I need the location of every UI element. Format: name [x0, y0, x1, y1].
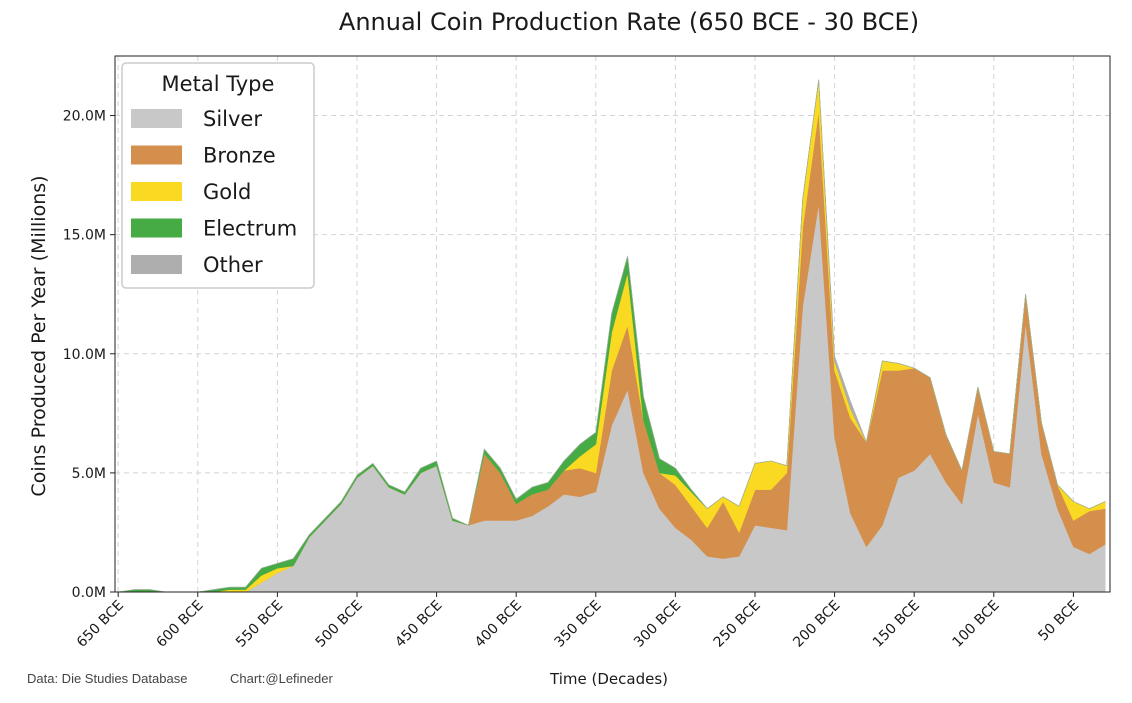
legend-swatch-gold	[131, 182, 182, 201]
data-source-note: Data: Die Studies Database	[27, 671, 188, 686]
legend-title: Metal Type	[162, 72, 275, 96]
legend-items: Silver Bronze Gold Electrum Other	[131, 107, 297, 277]
y-tick-label: 10.0M	[63, 347, 106, 363]
y-tick-label: 15.0M	[63, 228, 106, 244]
legend-swatch-silver	[131, 109, 182, 128]
legend-label-gold: Gold	[203, 180, 251, 204]
chart-credit: Chart:@Lefineder	[230, 671, 333, 686]
legend-swatch-bronze	[131, 145, 182, 165]
legend-label-electrum: Electrum	[203, 217, 297, 241]
legend-swatch-electrum	[131, 218, 182, 238]
y-tick-label: 20.0M	[63, 109, 106, 125]
y-tick-label: 5.0M	[72, 466, 106, 482]
legend: Metal Type Silver Bronze Gold Electrum Other	[121, 62, 315, 289]
area-other	[117, 79, 1106, 593]
legend-swatch-other	[131, 255, 182, 274]
x-axis-label: Time (Decades)	[549, 670, 668, 688]
y-tick-label: 0.0M	[72, 585, 106, 601]
plot-areas	[117, 79, 1106, 593]
chart-title: Annual Coin Production Rate (650 BCE - 3…	[339, 8, 919, 36]
plot-frame	[114, 55, 1111, 593]
legend-label-silver: Silver	[203, 107, 262, 131]
legend-label-other: Other	[203, 253, 263, 277]
y-axis-label: Coins Produced Per Year (Millions)	[28, 175, 50, 496]
y-axis-ticks: 0.0M 5.0M 10.0M 15.0M 20.0M	[63, 109, 115, 601]
legend-label-bronze: Bronze	[203, 144, 276, 168]
